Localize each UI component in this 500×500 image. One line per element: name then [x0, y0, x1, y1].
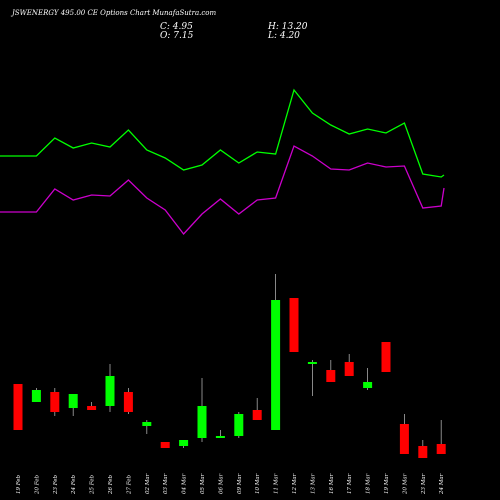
date-label: 20 Feb: [34, 474, 40, 495]
date-label: 10 Mar: [255, 473, 261, 494]
date-label: 11 Mar: [274, 473, 280, 494]
candle-body: [31, 390, 41, 402]
date-label: 02 Mar: [145, 473, 151, 494]
candle-body: [436, 444, 446, 454]
date-label: 24 Feb: [71, 474, 77, 495]
candle-body: [123, 392, 133, 412]
date-label: 17 Mar: [347, 473, 353, 494]
date-label: 27 Feb: [126, 474, 132, 495]
candle-body: [344, 362, 354, 376]
date-label: 25 Feb: [90, 474, 96, 495]
candle-body: [197, 406, 207, 438]
open-value: O: 7.15: [160, 31, 194, 41]
high-value: H: 13.20: [267, 22, 308, 32]
candle-body: [179, 440, 189, 446]
candle-body: [289, 298, 299, 352]
candle-body: [13, 384, 23, 430]
candle-body: [363, 382, 373, 388]
candle-body: [142, 422, 152, 426]
date-label: 20 Mar: [402, 473, 408, 495]
candle-body: [50, 392, 60, 412]
lower-indicator-line: [0, 145, 445, 236]
date-label: 16 Mar: [329, 473, 335, 494]
indicator-lines: [0, 88, 445, 236]
date-label: 19 Feb: [16, 474, 22, 494]
candle-body: [399, 424, 409, 454]
date-label: 18 Mar: [366, 473, 372, 494]
chart-title: JSWENERGY 495.00 CE Options Chart Munafa…: [10, 9, 216, 17]
date-label: 09 Mar: [237, 473, 243, 494]
close-value: C: 4.95: [160, 22, 193, 32]
candle-body: [87, 406, 97, 410]
date-axis-labels: 19 Feb 20 Feb 23 Feb 24 Feb 25 Feb 26 Feb 27 F…: [16, 473, 445, 495]
date-label: 12 Mar: [292, 473, 298, 494]
date-label: 03 Mar: [163, 473, 169, 494]
candle-body: [326, 370, 336, 382]
candle-body: [252, 410, 262, 420]
candle-body: [234, 414, 244, 436]
date-label: 04 Mar: [182, 473, 188, 494]
candle-body: [271, 300, 281, 430]
date-label: 05 Mar: [200, 473, 206, 494]
candle-body: [418, 446, 428, 458]
date-label: 23 Mar: [421, 473, 427, 495]
candle-body: [68, 394, 78, 408]
date-label: 24 Mar: [439, 473, 445, 495]
candle-body: [215, 436, 225, 438]
date-label: 19 Mar: [384, 473, 390, 494]
upper-indicator-line: [0, 88, 445, 178]
low-value: L: 4.20: [267, 31, 300, 41]
date-label: 26 Feb: [108, 474, 114, 495]
date-label: 13 Mar: [310, 473, 316, 494]
candle-body: [160, 442, 170, 448]
candle-body: [381, 342, 391, 372]
candles-layer: [13, 274, 446, 458]
date-label: 23 Feb: [53, 474, 59, 495]
candle-body: [307, 362, 317, 364]
date-label: 06 Mar: [218, 473, 224, 494]
candle-body: [105, 376, 115, 406]
